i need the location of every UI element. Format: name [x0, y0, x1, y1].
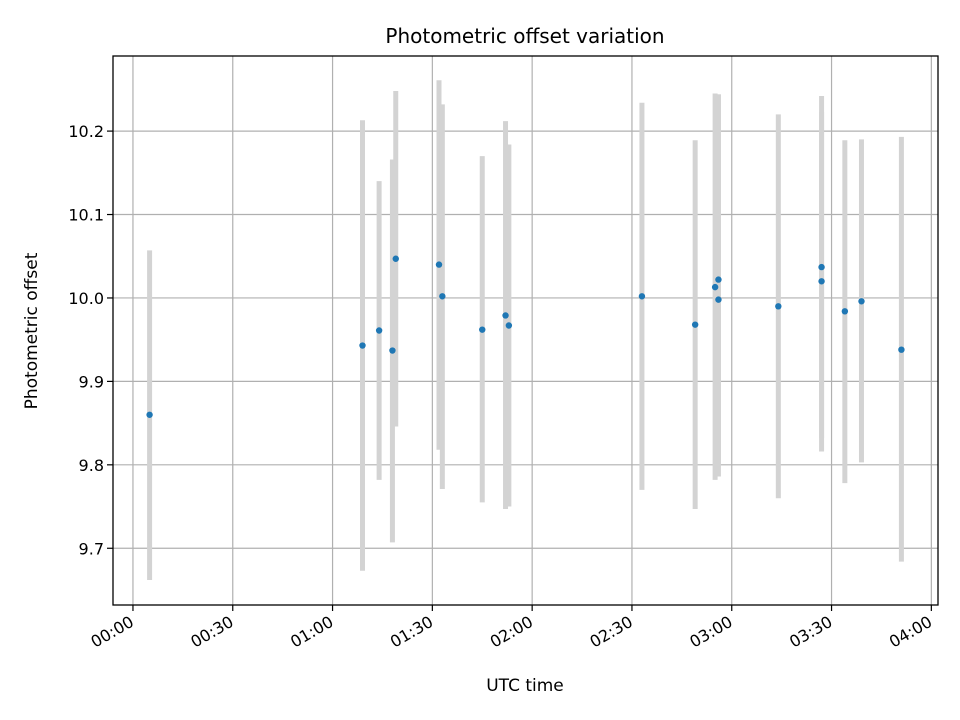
- data-point: [711, 283, 719, 291]
- plot-frame: [112, 55, 939, 606]
- y-tick-label: 10.2: [68, 122, 104, 141]
- data-point: [359, 342, 366, 349]
- data-point: [715, 276, 722, 283]
- data-point: [392, 255, 399, 262]
- y-tick-label: 9.7: [79, 539, 104, 558]
- y-tick-label: 9.8: [79, 456, 104, 475]
- data-point: [715, 296, 722, 303]
- data-point: [638, 293, 646, 300]
- chart-title: Photometric offset variation: [385, 24, 664, 48]
- data-point: [146, 411, 153, 418]
- data-point: [818, 278, 825, 285]
- data-point: [479, 326, 486, 333]
- data-point: [502, 312, 509, 319]
- data-point: [435, 261, 443, 268]
- data-points: [146, 255, 905, 418]
- x-axis-title: UTC time: [486, 676, 564, 696]
- data-point: [439, 293, 446, 300]
- data-point: [898, 346, 905, 353]
- y-axis-ticks: 9.7 9.8 9.9 10.0 10.1 10.2: [68, 122, 113, 558]
- data-point: [375, 327, 383, 334]
- grid: [113, 56, 938, 605]
- y-tick-label: 10.1: [68, 206, 104, 225]
- data-point: [389, 347, 396, 354]
- y-axis-title: Photometric offset: [22, 252, 42, 409]
- data-point: [858, 298, 865, 305]
- y-tick-label: 10.0: [68, 289, 104, 308]
- data-point: [818, 263, 825, 271]
- data-point: [691, 321, 699, 328]
- data-point: [775, 303, 782, 310]
- y-tick-label: 9.9: [79, 372, 104, 391]
- data-point: [505, 322, 513, 329]
- data-point: [841, 308, 849, 315]
